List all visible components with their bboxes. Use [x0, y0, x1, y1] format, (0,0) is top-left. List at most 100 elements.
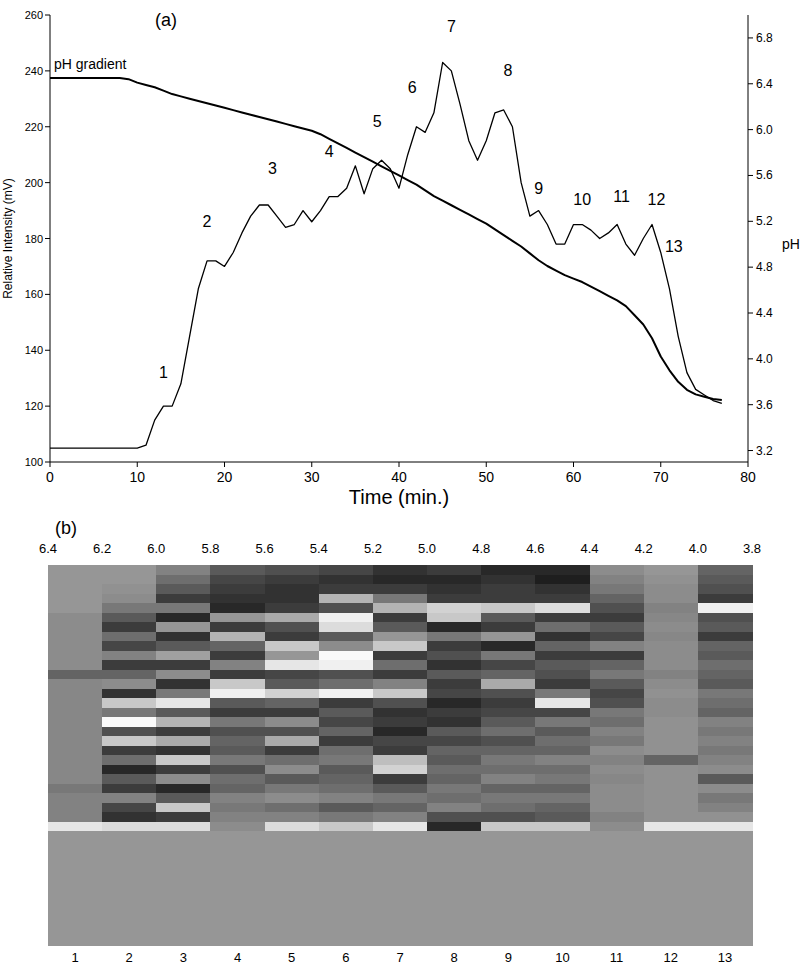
gel-cell: [590, 670, 645, 680]
gel-cell: [373, 898, 428, 908]
gel-cell: [644, 936, 699, 946]
gel-cell: [481, 907, 536, 917]
y-tick-label: 100: [25, 456, 43, 468]
gel-cell: [210, 727, 265, 737]
gel-cell: [156, 584, 211, 594]
gel-cell: [481, 936, 536, 946]
gel-cell: [210, 651, 265, 661]
gel-cell: [427, 869, 482, 879]
gel-cell: [644, 603, 699, 613]
gel-cell: [210, 841, 265, 851]
gel-cell: [48, 774, 103, 784]
gel-cell: [373, 936, 428, 946]
gel-cell: [156, 765, 211, 775]
gel-cell: [265, 679, 320, 689]
gel-cell: [102, 926, 157, 936]
gel-cell: [535, 803, 590, 813]
gel-cell: [48, 565, 103, 575]
gel-cell: [48, 575, 103, 585]
gel-cell: [48, 679, 103, 689]
gel-cell: [48, 660, 103, 670]
y2-tick-label: 5.2: [756, 214, 773, 228]
gel-cell: [481, 879, 536, 889]
gel-cell: [102, 879, 157, 889]
gel-cell: [535, 746, 590, 756]
gel-cell: [48, 850, 103, 860]
gel-cell: [427, 613, 482, 623]
gel-cell: [156, 917, 211, 927]
gel-cell: [265, 784, 320, 794]
gel-cell: [373, 755, 428, 765]
gel-cell: [319, 594, 374, 604]
gel-cell: [48, 594, 103, 604]
gel-cell: [481, 708, 536, 718]
y2-axis: [748, 15, 749, 462]
gel-cell: [644, 926, 699, 936]
gel-cell: [590, 793, 645, 803]
ph-label: 4.8: [472, 541, 490, 556]
y-tick: [45, 238, 50, 239]
gel-cell: [373, 613, 428, 623]
lane-label: 1: [71, 950, 78, 965]
gel-cell: [590, 717, 645, 727]
gel-cell: [102, 936, 157, 946]
y2-tick: [748, 404, 753, 405]
gel-cell: [319, 755, 374, 765]
gel-cell: [210, 850, 265, 860]
gel-cell: [535, 755, 590, 765]
gel-cell: [265, 584, 320, 594]
gel-cell: [319, 689, 374, 699]
gel-cell: [590, 575, 645, 585]
gel-cell: [156, 594, 211, 604]
gel-cell: [156, 698, 211, 708]
gel-cell: [427, 575, 482, 585]
gel-cell: [698, 898, 753, 908]
y-tick-label: 240: [25, 65, 43, 77]
panel-title: (a): [155, 10, 177, 30]
x-tick: [573, 462, 574, 467]
gel-cell: [265, 708, 320, 718]
gel-cell: [481, 717, 536, 727]
gel-cell: [698, 888, 753, 898]
gel-cell: [319, 717, 374, 727]
gel-cell: [481, 831, 536, 841]
gel-cell: [373, 917, 428, 927]
gel-cell: [156, 803, 211, 813]
gel-cell: [48, 708, 103, 718]
gel-cell: [102, 898, 157, 908]
gel-cell: [698, 755, 753, 765]
gel-cell: [102, 831, 157, 841]
gel-cell: [156, 831, 211, 841]
x-tick-label: 20: [217, 469, 233, 485]
x-tick: [50, 462, 51, 467]
gel-cell: [644, 793, 699, 803]
gel-cell: [590, 879, 645, 889]
gel-cell: [210, 736, 265, 746]
y-tick: [45, 462, 50, 463]
lane-label: 4: [234, 950, 241, 965]
x-tick: [311, 462, 312, 467]
gel-cell: [590, 888, 645, 898]
gel-cell: [265, 917, 320, 927]
y-tick: [45, 406, 50, 407]
gel-cell: [644, 860, 699, 870]
gel-cell: [698, 841, 753, 851]
gel-cell: [102, 575, 157, 585]
gel-cell: [156, 746, 211, 756]
y2-tick: [748, 83, 753, 84]
ph-label: 4.2: [635, 541, 653, 556]
x-tick-label: 10: [129, 469, 145, 485]
gel-cell: [48, 888, 103, 898]
gel-cell: [265, 850, 320, 860]
gel-cell: [102, 584, 157, 594]
gel-cell: [644, 812, 699, 822]
gel-cell: [535, 679, 590, 689]
gel-cell: [644, 831, 699, 841]
gel-cell: [644, 917, 699, 927]
gel-cell: [48, 641, 103, 651]
gel-cell: [481, 869, 536, 879]
gel-cell: [535, 888, 590, 898]
x-axis-label: Time (min.): [349, 486, 449, 508]
gel-cell: [644, 660, 699, 670]
gel-cell: [210, 698, 265, 708]
